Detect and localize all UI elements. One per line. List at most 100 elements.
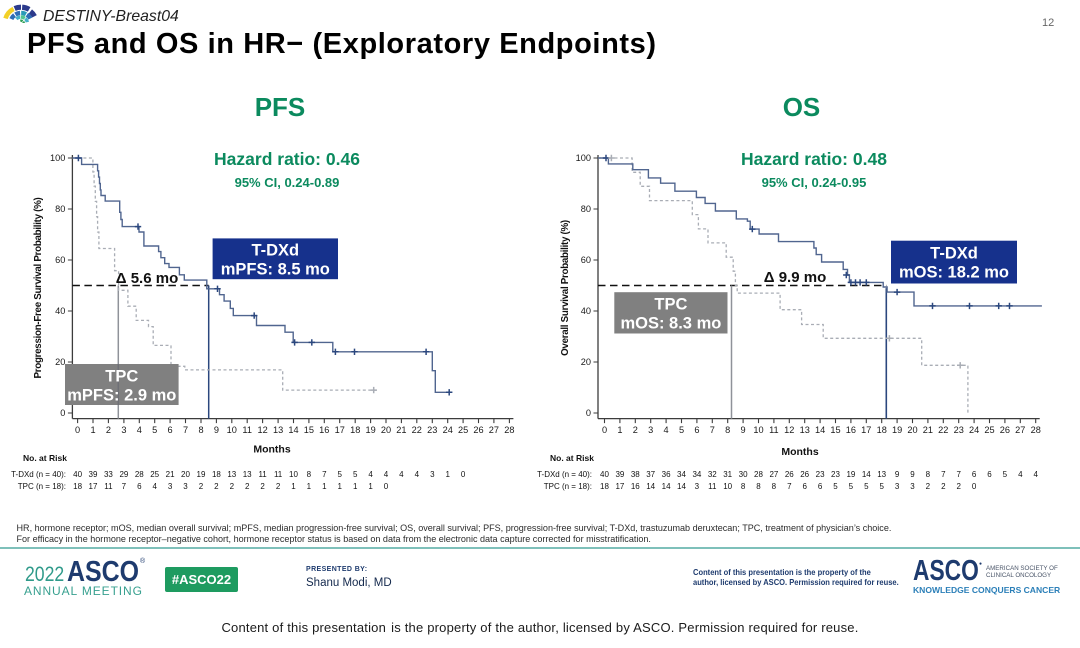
svg-text:0: 0 (75, 425, 80, 435)
svg-text:Progression-Free Survival Prob: Progression-Free Survival Probability (%… (33, 197, 44, 378)
svg-text:25: 25 (984, 425, 994, 435)
svg-text:0: 0 (461, 470, 466, 479)
svg-text:29: 29 (119, 470, 128, 479)
svg-text:TPC: TPC (105, 368, 138, 386)
svg-text:20: 20 (181, 470, 190, 479)
svg-text:80: 80 (55, 204, 65, 214)
svg-text:6: 6 (972, 470, 977, 479)
svg-text:2: 2 (245, 482, 250, 491)
svg-text:20: 20 (55, 357, 65, 367)
svg-text:2: 2 (633, 425, 638, 435)
svg-text:mPFS: 8.5 mo: mPFS: 8.5 mo (221, 261, 330, 279)
svg-text:11: 11 (769, 425, 779, 435)
svg-text:95% CI, 0.24-0.95: 95% CI, 0.24-0.95 (762, 175, 867, 190)
svg-text:mOS: 18.2 mo: mOS: 18.2 mo (899, 264, 1009, 282)
svg-text:10: 10 (227, 425, 237, 435)
svg-text:3: 3 (648, 425, 653, 435)
svg-text:27: 27 (769, 470, 778, 479)
svg-text:7: 7 (787, 482, 792, 491)
svg-text:T-DXd (n = 40):: T-DXd (n = 40): (537, 470, 592, 479)
svg-text:7: 7 (322, 470, 327, 479)
svg-text:4: 4 (384, 470, 389, 479)
svg-text:26: 26 (800, 470, 809, 479)
svg-text:Hazard ratio: 0.46: Hazard ratio: 0.46 (214, 149, 360, 169)
svg-text:22: 22 (412, 425, 422, 435)
svg-text:8: 8 (198, 425, 203, 435)
svg-text:40: 40 (73, 470, 82, 479)
svg-text:9: 9 (895, 470, 900, 479)
svg-text:19: 19 (365, 425, 375, 435)
svg-text:6: 6 (802, 482, 807, 491)
svg-text:3: 3 (895, 482, 900, 491)
svg-text:34: 34 (677, 470, 686, 479)
svg-text:13: 13 (227, 470, 236, 479)
svg-text:10: 10 (723, 482, 732, 491)
svg-text:22: 22 (938, 425, 948, 435)
svg-text:13: 13 (243, 470, 252, 479)
svg-text:20: 20 (907, 425, 917, 435)
svg-text:11: 11 (274, 470, 283, 479)
svg-text:20: 20 (581, 357, 591, 367)
svg-text:Hazard ratio: 0.48: Hazard ratio: 0.48 (741, 149, 887, 169)
svg-text:17: 17 (335, 425, 345, 435)
svg-text:No. at Risk: No. at Risk (23, 453, 67, 463)
svg-text:17: 17 (89, 482, 98, 491)
svg-text:39: 39 (89, 470, 98, 479)
svg-text:2: 2 (926, 482, 931, 491)
svg-text:3: 3 (121, 425, 126, 435)
svg-text:26: 26 (473, 425, 483, 435)
svg-text:Δ 5.6 mo: Δ 5.6 mo (116, 270, 178, 287)
svg-text:18: 18 (73, 482, 82, 491)
svg-text:38: 38 (631, 470, 640, 479)
svg-text:14: 14 (288, 425, 298, 435)
svg-text:0: 0 (60, 408, 65, 418)
svg-text:33: 33 (104, 470, 113, 479)
svg-text:28: 28 (504, 425, 514, 435)
svg-text:2: 2 (106, 425, 111, 435)
svg-text:7: 7 (122, 482, 127, 491)
svg-text:15: 15 (304, 425, 314, 435)
svg-text:30: 30 (739, 470, 748, 479)
svg-text:Months: Months (781, 446, 818, 458)
svg-text:9: 9 (910, 470, 915, 479)
svg-text:25: 25 (150, 470, 159, 479)
svg-text:60: 60 (55, 255, 65, 265)
svg-text:TPC: TPC (654, 296, 687, 314)
svg-text:6: 6 (168, 425, 173, 435)
svg-text:24: 24 (969, 425, 979, 435)
svg-text:4: 4 (368, 470, 373, 479)
svg-text:25: 25 (458, 425, 468, 435)
svg-text:19: 19 (892, 425, 902, 435)
svg-text:1: 1 (322, 482, 327, 491)
svg-text:2: 2 (230, 482, 235, 491)
svg-text:3: 3 (695, 482, 700, 491)
svg-text:21: 21 (923, 425, 933, 435)
svg-text:7: 7 (183, 425, 188, 435)
svg-text:0: 0 (384, 482, 389, 491)
svg-text:5: 5 (833, 482, 838, 491)
svg-text:2: 2 (276, 482, 281, 491)
svg-text:5: 5 (353, 470, 358, 479)
svg-text:16: 16 (846, 425, 856, 435)
svg-text:No. at Risk: No. at Risk (550, 453, 594, 463)
svg-text:100: 100 (576, 153, 591, 163)
svg-text:40: 40 (55, 306, 65, 316)
svg-text:34: 34 (692, 470, 701, 479)
svg-text:8: 8 (772, 482, 777, 491)
svg-text:14: 14 (815, 425, 825, 435)
svg-text:27: 27 (1015, 425, 1025, 435)
svg-text:4: 4 (664, 425, 669, 435)
svg-text:T-DXd: T-DXd (251, 242, 299, 260)
svg-text:16: 16 (631, 482, 640, 491)
svg-text:17: 17 (861, 425, 871, 435)
svg-text:23: 23 (831, 470, 840, 479)
svg-text:5: 5 (849, 482, 854, 491)
svg-text:Δ 9.9 mo: Δ 9.9 mo (764, 269, 826, 286)
svg-text:14: 14 (677, 482, 686, 491)
svg-text:14: 14 (646, 482, 655, 491)
svg-text:1: 1 (445, 470, 450, 479)
svg-text:4: 4 (415, 470, 420, 479)
svg-text:24: 24 (443, 425, 453, 435)
svg-text:17: 17 (615, 482, 624, 491)
svg-text:28: 28 (754, 470, 763, 479)
